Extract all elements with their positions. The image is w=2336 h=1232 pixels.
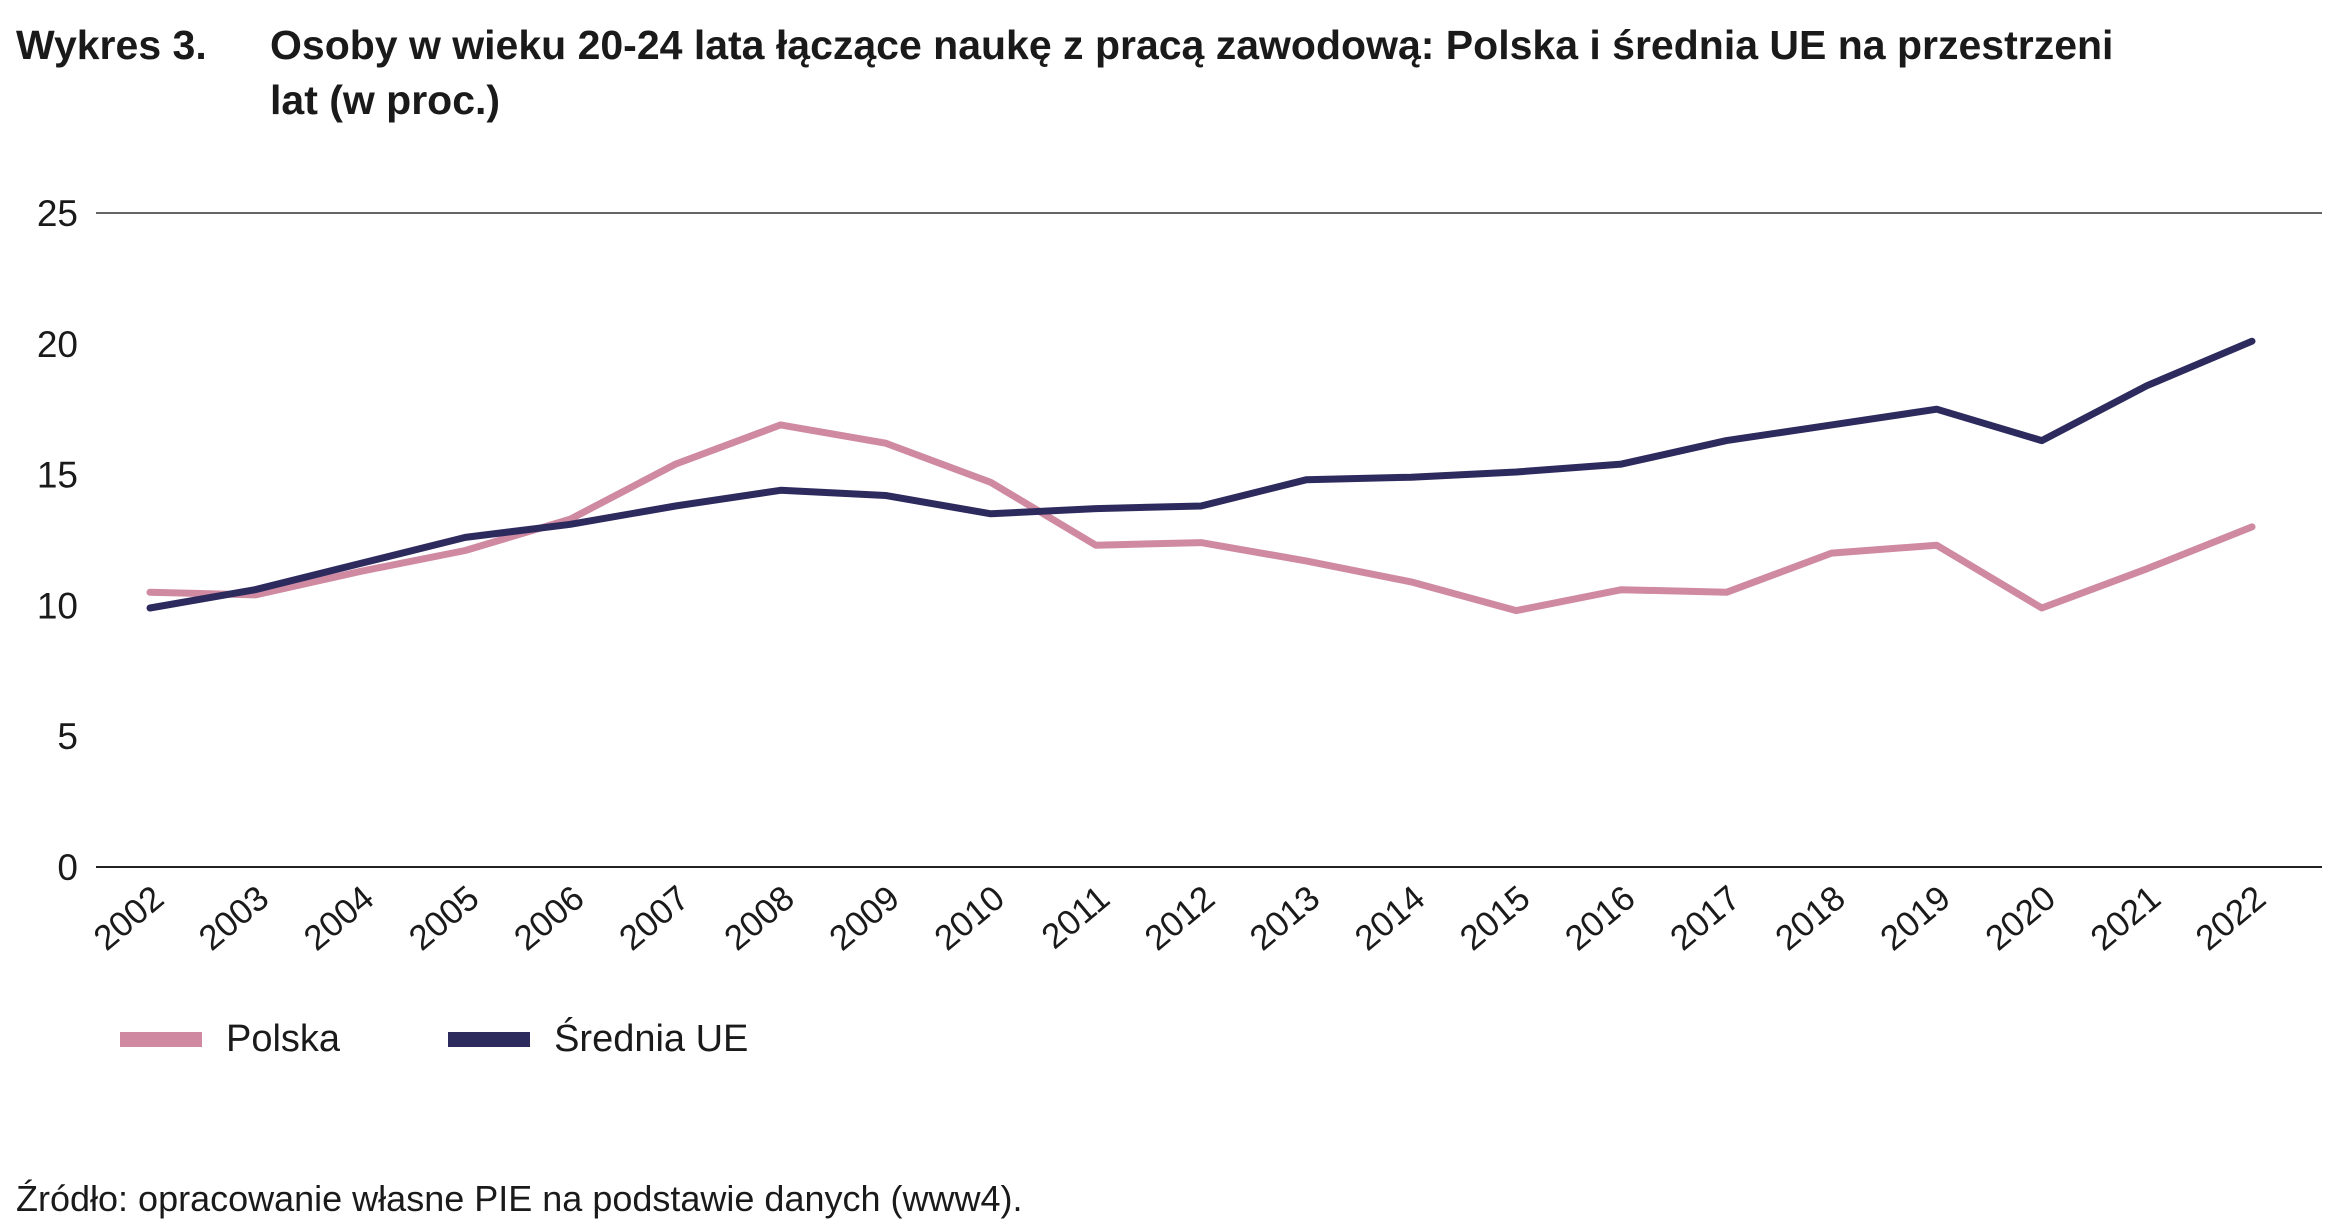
x-tick-label: 2006 xyxy=(507,878,592,958)
x-tick-label: 2012 xyxy=(1137,878,1222,958)
chart-title: Wykres 3. Osoby w wieku 20-24 lata łączą… xyxy=(16,18,2170,128)
legend-label-srednia-ue: Średnia UE xyxy=(554,1018,749,1060)
legend-swatch-srednia-ue xyxy=(448,1032,531,1047)
y-tick-label: 10 xyxy=(37,585,78,626)
y-tick-label: 15 xyxy=(37,455,78,496)
x-tick-label: 2019 xyxy=(1873,878,1958,958)
series-line-polska xyxy=(146,421,2256,615)
x-tick-label: 2004 xyxy=(297,878,382,958)
x-tick-label: 2018 xyxy=(1768,878,1853,958)
y-tick-label: 20 xyxy=(37,324,78,365)
x-tick-label: 2017 xyxy=(1663,878,1748,958)
x-tick-label: 2021 xyxy=(2083,878,2168,958)
x-tick-label: 2010 xyxy=(927,878,1012,958)
x-tick-label: 2020 xyxy=(1978,878,2063,958)
x-tick-label: 2008 xyxy=(717,878,802,958)
x-tick-label: 2005 xyxy=(402,878,487,958)
x-tick-label: 2016 xyxy=(1558,878,1643,958)
source-note: Źródło: opracowanie własne PIE na podsta… xyxy=(16,1178,1023,1219)
legend-swatch-polska xyxy=(120,1032,202,1047)
y-tick-label: 0 xyxy=(57,847,78,888)
x-tick-label: 2009 xyxy=(822,878,907,958)
x-tick-label: 2007 xyxy=(612,878,697,958)
y-axis-ticks: 0 5 10 15 20 25 xyxy=(37,193,78,888)
y-tick-label: 5 xyxy=(57,716,78,757)
series-lines xyxy=(146,337,2256,615)
x-tick-label: 2013 xyxy=(1243,878,1328,958)
chart-title-label: Wykres 3. xyxy=(16,22,207,68)
x-tick-label: 2011 xyxy=(1034,878,1117,956)
legend: Polska Średnia UE xyxy=(120,1018,856,1061)
legend-item-polska: Polska xyxy=(120,1018,340,1061)
series-line-srednia-ue xyxy=(146,337,2256,612)
x-tick-label: 2022 xyxy=(2188,878,2273,958)
x-axis-ticks: 2002 2003 2004 2005 2006 2007 2008 2009 2010 2011… xyxy=(86,878,2273,958)
x-tick-label: 2014 xyxy=(1348,878,1433,958)
y-tick-label: 25 xyxy=(37,193,78,234)
legend-item-srednia-ue: Średnia UE xyxy=(448,1018,748,1061)
x-tick-label: 2003 xyxy=(192,878,277,958)
x-tick-label: 2002 xyxy=(86,878,171,958)
legend-label-polska: Polska xyxy=(226,1018,341,1060)
chart-title-text: Osoby w wieku 20-24 lata łączące naukę z… xyxy=(270,22,2114,123)
x-tick-label: 2015 xyxy=(1453,878,1538,958)
